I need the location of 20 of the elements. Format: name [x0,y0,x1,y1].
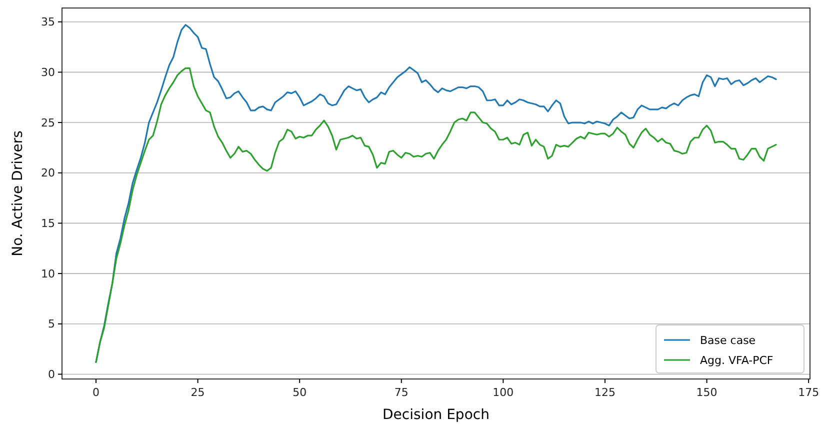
y-tick-label: 35 [41,16,55,29]
x-tick-label: 75 [394,386,408,399]
y-tick-label: 15 [41,217,55,230]
y-tick-label: 30 [41,66,55,80]
x-tick-label: 50 [292,386,307,399]
x-tick-label: 175 [798,386,820,399]
y-tick-label: 5 [48,318,55,331]
x-tick-label: 0 [92,386,100,399]
y-tick-label: 10 [41,267,55,280]
y-tick-label: 20 [41,166,55,180]
x-tick-label: 125 [594,386,616,399]
x-axis-title: Decision Epoch [382,407,490,423]
legend-label: Agg. VFA-PCF [700,354,774,367]
y-axis-title: No. Active Drivers [10,130,26,256]
x-tick-label: 150 [696,386,718,399]
x-tick-label: 100 [492,386,514,399]
legend-label: Base case [700,334,756,347]
y-tick-label: 25 [41,116,55,130]
x-tick-label: 25 [190,386,205,399]
y-tick-label: 0 [48,368,55,382]
